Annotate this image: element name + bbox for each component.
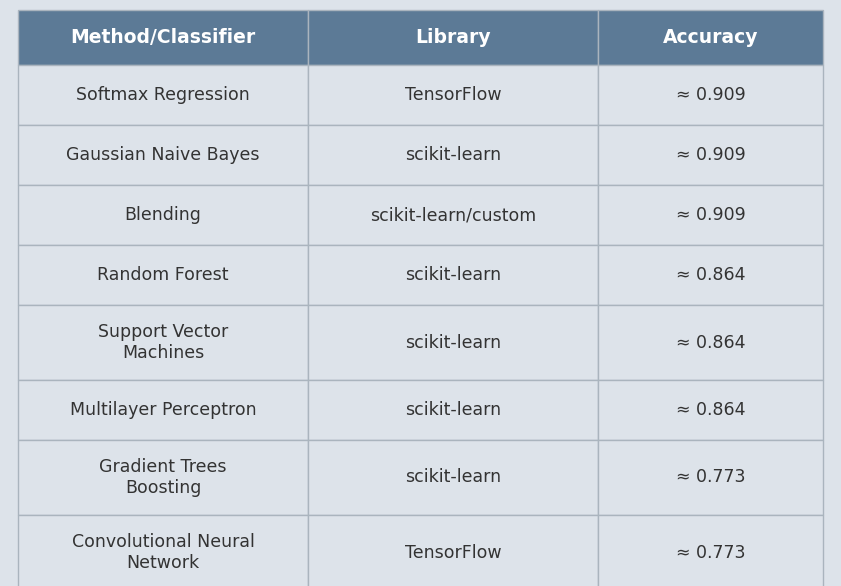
Text: ≈ 0.909: ≈ 0.909	[675, 146, 745, 164]
Bar	[598, 245, 823, 305]
Text: Gaussian Naive Bayes: Gaussian Naive Bayes	[66, 146, 260, 164]
Text: ≈ 0.864: ≈ 0.864	[676, 401, 745, 419]
Bar	[598, 185, 823, 245]
Text: Multilayer Perceptron: Multilayer Perceptron	[70, 401, 257, 419]
Text: ≈ 0.864: ≈ 0.864	[676, 333, 745, 352]
Text: Convolutional Neural
Network: Convolutional Neural Network	[71, 533, 255, 572]
Text: ≈ 0.773: ≈ 0.773	[676, 468, 745, 486]
Bar	[598, 515, 823, 586]
Text: ≈ 0.864: ≈ 0.864	[676, 266, 745, 284]
Bar	[18, 305, 308, 380]
Bar	[18, 380, 308, 440]
Text: ≈ 0.909: ≈ 0.909	[675, 86, 745, 104]
Bar	[308, 245, 598, 305]
Text: TensorFlow: TensorFlow	[405, 86, 501, 104]
Bar	[598, 380, 823, 440]
Text: scikit-learn: scikit-learn	[405, 146, 501, 164]
Text: scikit-learn/custom: scikit-learn/custom	[370, 206, 536, 224]
Text: ≈ 0.909: ≈ 0.909	[675, 206, 745, 224]
Bar	[598, 440, 823, 515]
Text: Random Forest: Random Forest	[98, 266, 229, 284]
Bar	[18, 185, 308, 245]
Bar	[18, 515, 308, 586]
Text: scikit-learn: scikit-learn	[405, 333, 501, 352]
Bar	[308, 380, 598, 440]
Bar	[308, 125, 598, 185]
Bar	[598, 65, 823, 125]
Text: Gradient Trees
Boosting: Gradient Trees Boosting	[99, 458, 227, 497]
Text: Softmax Regression: Softmax Regression	[77, 86, 250, 104]
Bar	[308, 305, 598, 380]
Text: scikit-learn: scikit-learn	[405, 401, 501, 419]
Bar	[18, 10, 308, 65]
Text: TensorFlow: TensorFlow	[405, 543, 501, 561]
Bar	[18, 65, 308, 125]
Bar	[308, 515, 598, 586]
Text: Library: Library	[415, 28, 491, 47]
Bar	[18, 125, 308, 185]
Bar	[308, 185, 598, 245]
Bar	[598, 125, 823, 185]
Bar	[18, 245, 308, 305]
Text: ≈ 0.773: ≈ 0.773	[676, 543, 745, 561]
Bar	[308, 10, 598, 65]
Bar	[598, 10, 823, 65]
Text: Blending: Blending	[124, 206, 202, 224]
Bar	[18, 440, 308, 515]
Text: scikit-learn: scikit-learn	[405, 266, 501, 284]
Text: Method/Classifier: Method/Classifier	[71, 28, 256, 47]
Bar	[308, 440, 598, 515]
Bar	[598, 305, 823, 380]
Text: Accuracy: Accuracy	[663, 28, 759, 47]
Text: scikit-learn: scikit-learn	[405, 468, 501, 486]
Text: Support Vector
Machines: Support Vector Machines	[98, 323, 228, 362]
Bar	[308, 65, 598, 125]
